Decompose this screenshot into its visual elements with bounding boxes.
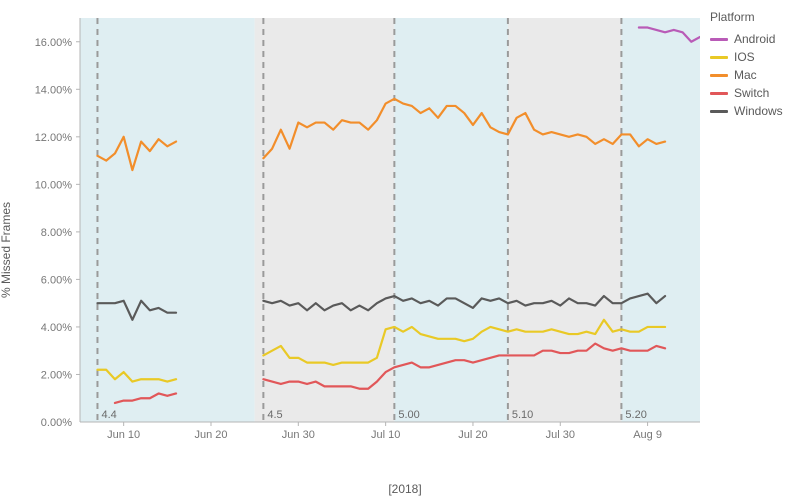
legend-item-switch[interactable]: Switch xyxy=(710,84,805,102)
shading-band xyxy=(80,18,255,422)
legend-item-windows[interactable]: Windows xyxy=(710,102,805,120)
y-tick-label: 0.00% xyxy=(41,417,72,429)
legend-swatch xyxy=(710,74,728,77)
version-marker-label: 5.10 xyxy=(512,409,533,421)
y-tick-label: 16.00% xyxy=(35,37,73,49)
y-axis-label: % Missed Frames xyxy=(0,202,13,298)
legend-title: Platform xyxy=(710,10,805,24)
missed-frames-chart: % Missed Frames 2.00% 4.00% 6.00% 8.00% 10.0… xyxy=(0,0,810,500)
version-marker-label: 5.00 xyxy=(398,409,419,421)
x-tick-label: Jul 30 xyxy=(546,429,575,441)
version-marker-label: 4.5 xyxy=(267,409,282,421)
legend-item-ios[interactable]: IOS xyxy=(710,48,805,66)
legend: Platform Android IOS Mac Switch Windows xyxy=(710,10,805,120)
legend-swatch xyxy=(710,92,728,95)
y-tick-label: 8.00% xyxy=(41,227,72,239)
legend-swatch xyxy=(710,38,728,41)
legend-item-android[interactable]: Android xyxy=(710,30,805,48)
x-tick-label: Jul 10 xyxy=(371,429,400,441)
y-tick-label: 14.00% xyxy=(35,84,73,96)
legend-label: IOS xyxy=(734,50,755,64)
x-tick-label: Jul 20 xyxy=(458,429,487,441)
shading-band xyxy=(508,18,622,422)
legend-label: Mac xyxy=(734,68,757,82)
version-marker-label: 4.4 xyxy=(101,409,116,421)
legend-label: Windows xyxy=(734,104,783,118)
x-tick-label: Jun 30 xyxy=(282,429,315,441)
x-tick-label: Jun 20 xyxy=(194,429,227,441)
shading-band xyxy=(621,18,700,422)
plot-area: 2.00%4.00%6.00%8.00%10.00%12.00%14.00%16… xyxy=(80,10,700,450)
legend-label: Switch xyxy=(734,86,769,100)
legend-swatch xyxy=(710,110,728,113)
x-tick-label: Aug 9 xyxy=(633,429,662,441)
y-tick-label: 12.00% xyxy=(35,132,73,144)
legend-label: Android xyxy=(734,32,775,46)
y-tick-label: 10.00% xyxy=(35,179,73,191)
legend-item-mac[interactable]: Mac xyxy=(710,66,805,84)
y-tick-label: 6.00% xyxy=(41,274,72,286)
x-axis-label: [2018] xyxy=(388,482,421,496)
y-tick-label: 2.00% xyxy=(41,369,72,381)
plot-svg: 2.00% 4.00% 6.00% 8.00% 10.00% 12.00% 14.00% 16… xyxy=(28,10,700,450)
shading-band xyxy=(255,18,395,422)
version-marker-label: 5.20 xyxy=(625,409,646,421)
x-tick-label: Jun 10 xyxy=(107,429,140,441)
legend-items: Android IOS Mac Switch Windows xyxy=(710,30,805,120)
legend-swatch xyxy=(710,56,728,59)
y-tick-label: 4.00% xyxy=(41,322,72,334)
